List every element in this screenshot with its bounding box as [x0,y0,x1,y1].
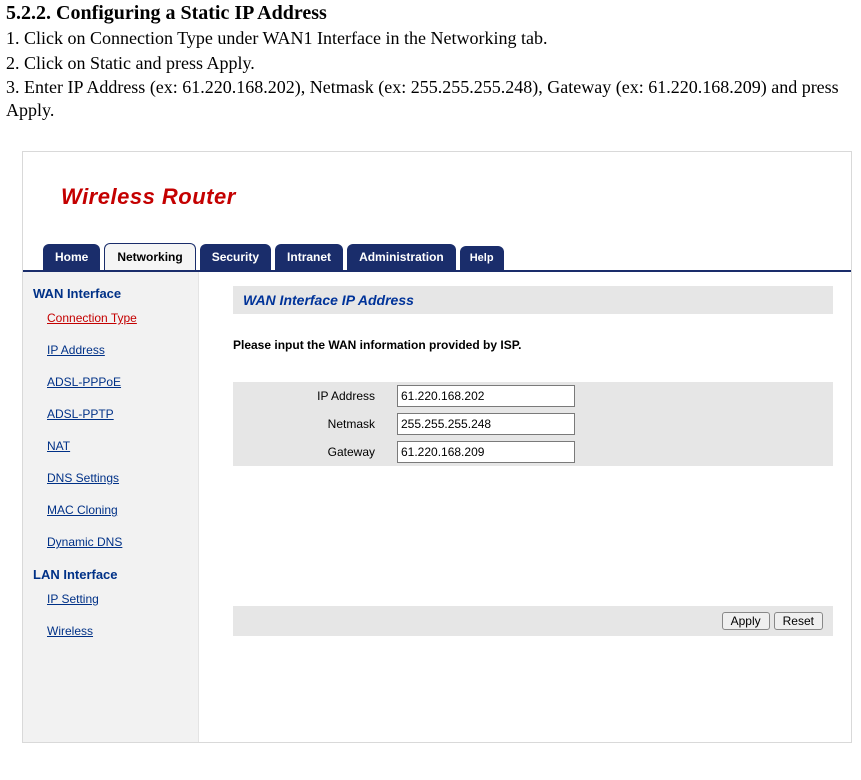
sidebar-item-dns-settings[interactable]: DNS Settings [47,471,190,485]
tab-help[interactable]: Help [460,246,504,270]
tab-security[interactable]: Security [200,244,271,270]
sidebar-item-wireless[interactable]: Wireless [47,624,190,638]
sidebar-item-adsl-pptp[interactable]: ADSL-PPTP [47,407,190,421]
doc-step-1: 1. Click on Connection Type under WAN1 I… [6,27,855,50]
doc-text: 5.2.2. Configuring a Static IP Address 1… [0,0,861,133]
input-netmask[interactable] [397,413,575,435]
router-screenshot: Wireless Router Home Networking Security… [22,151,852,743]
sidebar-item-adsl-pppoe[interactable]: ADSL-PPPoE [47,375,190,389]
sidebar-item-nat[interactable]: NAT [47,439,190,453]
tab-home[interactable]: Home [43,244,100,270]
doc-heading: 5.2.2. Configuring a Static IP Address [6,2,855,25]
apply-button[interactable]: Apply [722,612,770,630]
button-bar: Apply Reset [233,606,833,636]
field-netmask-wrap [393,410,833,438]
label-ip-address: IP Address [233,382,393,410]
panel-note: Please input the WAN information provide… [233,338,833,352]
reset-button[interactable]: Reset [774,612,823,630]
content-panel: WAN Interface IP Address Please input th… [199,272,851,742]
form-row-ip: IP Address [233,382,833,410]
doc-step-3: 3. Enter IP Address (ex: 61.220.168.202)… [6,76,855,121]
label-gateway: Gateway [233,438,393,466]
tab-networking[interactable]: Networking [104,243,195,270]
doc-step-2: 2. Click on Static and press Apply. [6,52,855,75]
main-area: WAN Interface Connection Type IP Address… [23,272,851,742]
sidebar-item-dynamic-dns[interactable]: Dynamic DNS [47,535,190,549]
sidebar: WAN Interface Connection Type IP Address… [23,272,199,742]
sidebar-item-connection-type[interactable]: Connection Type [47,311,190,325]
sidebar-item-mac-cloning[interactable]: MAC Cloning [47,503,190,517]
input-gateway[interactable] [397,441,575,463]
panel-title: WAN Interface IP Address [233,286,833,314]
tab-administration[interactable]: Administration [347,244,456,270]
tab-intranet[interactable]: Intranet [275,244,343,270]
navbar: Home Networking Security Intranet Admini… [23,242,851,272]
field-gateway-wrap [393,438,833,466]
sidebar-section-lan: LAN Interface [33,567,190,582]
sidebar-section-wan: WAN Interface [33,286,190,301]
form-row-netmask: Netmask [233,410,833,438]
sidebar-item-ip-address[interactable]: IP Address [47,343,190,357]
router-brand: Wireless Router [61,184,236,210]
label-netmask: Netmask [233,410,393,438]
form-row-gateway: Gateway [233,438,833,466]
sidebar-item-ip-setting[interactable]: IP Setting [47,592,190,606]
field-ip-address-wrap [393,382,833,410]
input-ip-address[interactable] [397,385,575,407]
router-header: Wireless Router [23,152,851,242]
